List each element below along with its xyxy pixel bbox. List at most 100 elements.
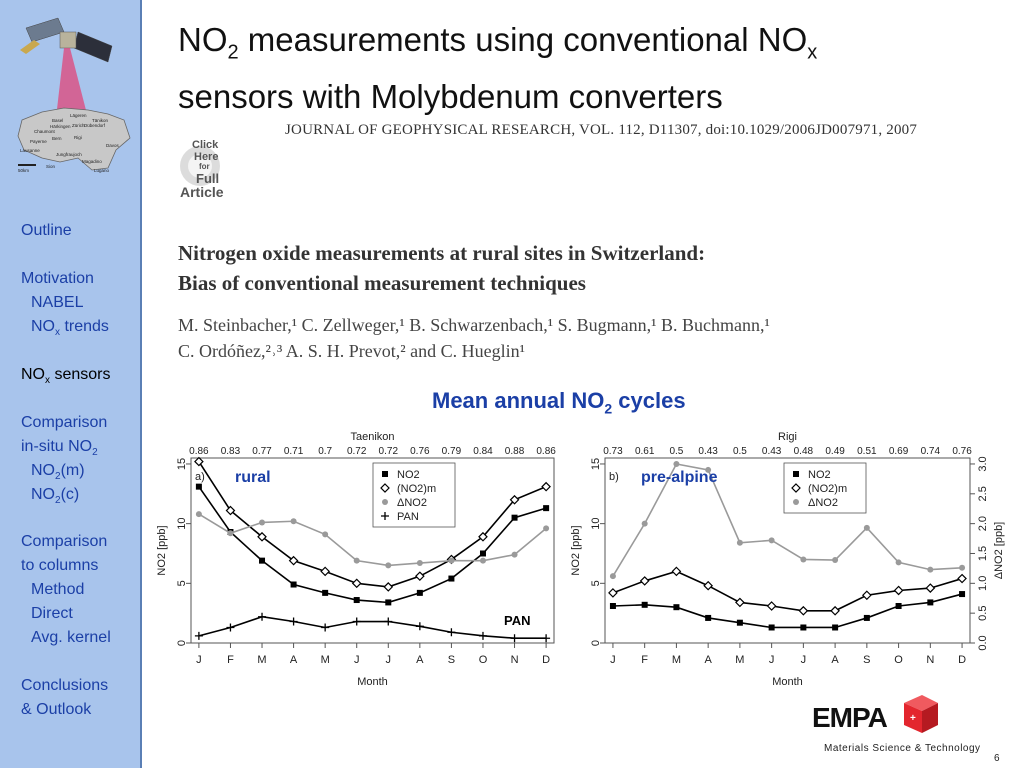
legend-label: (NO2)m bbox=[397, 483, 436, 495]
x-tick-label: A bbox=[704, 654, 712, 666]
page-number: 6 bbox=[994, 753, 1000, 764]
data-point bbox=[385, 599, 392, 606]
nav-direct[interactable]: Direct bbox=[31, 605, 73, 623]
data-point bbox=[705, 466, 712, 473]
ratio-label: 0.84 bbox=[473, 446, 493, 457]
data-point bbox=[736, 539, 743, 546]
legend-marker bbox=[382, 471, 388, 477]
data-point bbox=[511, 514, 518, 521]
data-point bbox=[448, 557, 455, 564]
ratio-label: 0.71 bbox=[284, 446, 304, 457]
logo-text: EMPA bbox=[812, 702, 888, 733]
x-tick-label: J bbox=[386, 654, 392, 666]
data-point bbox=[800, 624, 807, 631]
title-sub: x bbox=[807, 41, 818, 64]
x-tick-label: N bbox=[511, 654, 519, 666]
nav-no2-c[interactable]: NO2(c) bbox=[31, 486, 79, 506]
x-tick-label: S bbox=[863, 654, 870, 666]
legend-label: PAN bbox=[397, 511, 419, 523]
link-text: Click bbox=[192, 139, 219, 151]
x-tick-label: J bbox=[196, 654, 202, 666]
map-place: Zürich bbox=[72, 123, 85, 128]
data-point bbox=[259, 557, 266, 564]
y-right-tick-label: 2.0 bbox=[977, 516, 989, 531]
nav-motivation[interactable]: Motivation bbox=[21, 270, 94, 288]
nav-conclusions[interactable]: Conclusions bbox=[21, 677, 108, 695]
nav-avg-kernel[interactable]: Avg. kernel bbox=[31, 629, 111, 647]
x-tick-label: O bbox=[894, 654, 903, 666]
link-text: Full bbox=[196, 171, 219, 186]
chart-annotation: rural bbox=[235, 469, 271, 486]
nav-no2-m[interactable]: NO2(m) bbox=[31, 462, 85, 482]
nav-sub: 2 bbox=[55, 471, 61, 483]
ratio-label: 0.73 bbox=[603, 446, 623, 457]
nav-method[interactable]: Method bbox=[31, 581, 84, 599]
empa-cube-icon: + bbox=[904, 695, 938, 733]
y-tick-label: 10 bbox=[176, 518, 188, 530]
map-place: Tänikon bbox=[92, 118, 109, 123]
nav-tail: sensors bbox=[50, 366, 111, 383]
map-scale-label: 50km bbox=[18, 168, 29, 173]
full-article-link-icon[interactable]: Click Here for Full Article bbox=[178, 136, 248, 202]
nav-outline[interactable]: Outline bbox=[21, 222, 72, 240]
pan-annotation: PAN bbox=[504, 613, 530, 628]
y-tick-label: 5 bbox=[590, 580, 602, 586]
y-tick-label: 5 bbox=[176, 580, 188, 586]
chart-rigi: Rigi 0.73 0.61 0.5 0.43 0.5 0.43 0.48 0.49 0.51 0.… bbox=[570, 431, 1005, 688]
nav-label: to columns bbox=[21, 557, 99, 574]
data-point bbox=[288, 555, 299, 566]
panel-label: b) bbox=[609, 471, 619, 483]
data-point bbox=[641, 601, 648, 608]
data-point bbox=[352, 617, 361, 626]
data-point bbox=[830, 605, 840, 616]
ratio-label: 0.43 bbox=[698, 446, 718, 457]
nav-nox-sensors[interactable]: NOx sensors bbox=[21, 366, 110, 386]
data-point bbox=[194, 631, 203, 640]
nav-label: Motivation bbox=[21, 270, 94, 287]
data-point bbox=[863, 614, 870, 621]
y-tick-label: 15 bbox=[590, 458, 602, 470]
y-axis-label: NO2 [ppb] bbox=[570, 525, 582, 575]
series-line bbox=[198, 615, 547, 640]
map-place: Magadino bbox=[82, 159, 102, 164]
map-place: Davos bbox=[106, 143, 120, 148]
x-tick-label: M bbox=[257, 654, 266, 666]
data-point bbox=[510, 634, 519, 643]
nav-to-columns[interactable]: to columns bbox=[21, 557, 98, 575]
legend-marker bbox=[793, 471, 799, 477]
data-point bbox=[543, 525, 550, 532]
nav-label: NO bbox=[31, 462, 55, 479]
ratio-label: 0.48 bbox=[794, 446, 814, 457]
data-point bbox=[959, 591, 966, 598]
map-place: Payerne bbox=[30, 139, 47, 144]
chart-title: Rigi bbox=[778, 431, 797, 443]
nav-comparison-insitu[interactable]: Comparison bbox=[21, 414, 107, 432]
ratio-label: 0.83 bbox=[221, 446, 241, 457]
y-axis-label: NO2 [ppb] bbox=[156, 525, 168, 575]
nav-nox-trends[interactable]: NOx trends bbox=[31, 318, 109, 338]
x-tick-label: S bbox=[448, 654, 455, 666]
x-tick-label: J bbox=[769, 654, 775, 666]
x-tick-label: A bbox=[290, 654, 298, 666]
heading-sub: 2 bbox=[604, 400, 613, 417]
data-point bbox=[863, 524, 870, 531]
data-point bbox=[766, 601, 777, 611]
nav-nabel[interactable]: NABEL bbox=[31, 294, 83, 312]
data-point bbox=[542, 634, 551, 643]
ratio-label: 0.76 bbox=[952, 446, 972, 457]
panel-label: a) bbox=[195, 471, 205, 483]
data-point bbox=[800, 556, 807, 563]
data-point bbox=[798, 605, 809, 616]
footer-tagline: Materials Science & Technology bbox=[824, 743, 981, 754]
nav-insitu-no2[interactable]: in-situ NO2 bbox=[21, 438, 98, 458]
nav-outlook[interactable]: & Outlook bbox=[21, 701, 91, 719]
x-tick-label: M bbox=[672, 654, 681, 666]
ratio-label: 0.5 bbox=[733, 446, 747, 457]
ratio-label: 0.43 bbox=[762, 446, 782, 457]
nav-tail: (m) bbox=[60, 462, 85, 479]
switzerland-outline bbox=[17, 107, 131, 171]
data-point bbox=[895, 603, 902, 609]
series-line bbox=[198, 461, 547, 588]
nav-comparison-columns[interactable]: Comparison bbox=[21, 533, 107, 551]
series-line bbox=[198, 486, 547, 604]
